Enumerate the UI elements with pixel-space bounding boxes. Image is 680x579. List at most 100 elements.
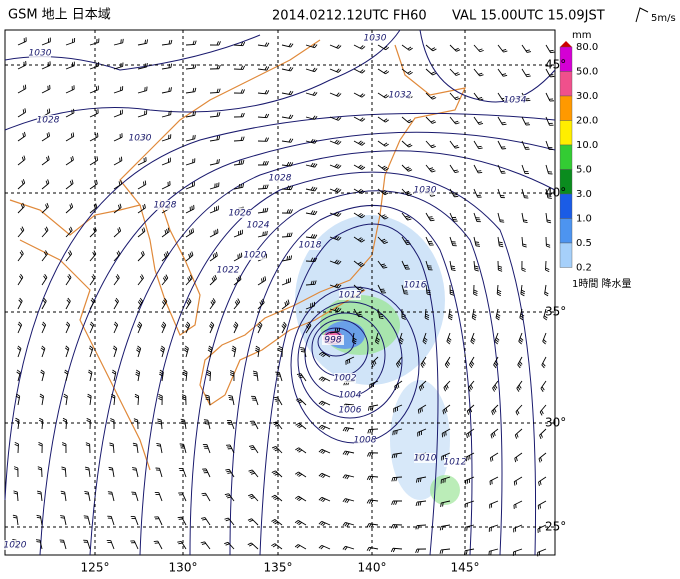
wind-barb	[266, 184, 269, 189]
wind-barb	[370, 500, 374, 505]
wind-barb	[240, 160, 243, 165]
wind-barb	[401, 116, 410, 124]
wind-barb	[419, 501, 422, 506]
wind-barb	[207, 349, 212, 353]
wind-barb	[88, 468, 91, 478]
wind-barb	[271, 494, 276, 498]
wind-barb	[494, 362, 498, 367]
wind-barb	[188, 298, 192, 302]
wind-barb	[497, 291, 502, 295]
wind-barb	[188, 253, 191, 258]
wind-barb	[346, 499, 350, 504]
wind-barb	[465, 524, 475, 528]
wind-barb	[314, 139, 318, 144]
wind-barb	[539, 504, 541, 509]
wind-barb	[137, 277, 144, 286]
wind-barb	[142, 205, 145, 210]
wind-barb	[257, 68, 267, 71]
wind-barb	[206, 444, 211, 454]
wind-barb	[120, 39, 122, 44]
wind-barb	[336, 92, 340, 96]
wind-barb	[467, 380, 475, 389]
wind-barb	[281, 140, 291, 143]
wind-barb	[514, 452, 523, 459]
wind-barb	[264, 208, 267, 213]
wind-barbs	[12, 37, 555, 557]
wind-barb	[41, 182, 50, 190]
wind-barb	[344, 475, 348, 479]
wind-barb	[17, 345, 22, 349]
colorbar-label: 10.0	[576, 140, 598, 151]
wind-barb	[312, 234, 316, 239]
wind-barb	[312, 67, 316, 72]
isobar-label: 1030	[414, 186, 437, 196]
wind-barb	[89, 183, 98, 190]
wind-barb	[417, 525, 420, 530]
wind-barb	[65, 324, 71, 334]
wind-barb	[443, 387, 446, 392]
label-bg	[404, 280, 426, 290]
wind-barb	[89, 323, 94, 327]
wind-barb	[183, 369, 188, 373]
wind-barb	[417, 548, 420, 554]
wind-barb	[493, 356, 499, 366]
wind-barb	[170, 63, 173, 68]
wind-barb	[338, 93, 342, 97]
wind-barb	[188, 230, 191, 235]
wind-barb	[111, 393, 116, 397]
wind-barb	[229, 398, 234, 401]
wind-barb	[273, 447, 278, 450]
label-bg	[244, 250, 266, 260]
wind-barb	[205, 396, 210, 399]
wind-barb	[420, 356, 427, 365]
label-bg	[414, 185, 436, 195]
wind-barb	[242, 65, 246, 70]
wind-barb	[369, 523, 379, 526]
wind-barb	[233, 323, 238, 328]
wind-barb	[472, 315, 477, 319]
wind-barb	[549, 49, 554, 52]
wind-barb	[218, 159, 220, 164]
wind-barb	[398, 332, 403, 342]
wind-barb	[255, 347, 260, 351]
wind-barb	[471, 337, 476, 341]
wind-barb	[290, 162, 294, 167]
wind-barb	[60, 490, 65, 493]
wind-barb	[157, 418, 162, 421]
wind-barb	[441, 526, 444, 531]
wind-barb	[490, 452, 499, 459]
wind-barb	[450, 265, 455, 268]
wind-barb	[137, 42, 147, 46]
wind-barb	[441, 433, 444, 438]
wind-barb	[62, 444, 67, 447]
wind-barb	[88, 369, 93, 373]
wind-barb	[118, 227, 122, 232]
wind-barb	[358, 140, 362, 144]
wind-barb	[242, 112, 245, 117]
isobar-label: 1022	[217, 266, 240, 276]
wind-barb	[517, 386, 521, 391]
wind-barb	[233, 278, 242, 286]
wind-barb	[70, 157, 73, 162]
wind-barb	[161, 301, 168, 310]
wind-barb	[233, 325, 237, 329]
wind-barb	[408, 144, 413, 148]
wind-barb	[40, 347, 45, 351]
wind-barb	[164, 230, 167, 235]
wind-barb	[184, 347, 189, 351]
wind-barb	[543, 339, 547, 343]
wind-barb	[336, 236, 340, 240]
wind-scale: 5m/s	[651, 13, 676, 24]
wind-barb	[185, 138, 195, 142]
wind-barb	[89, 230, 97, 238]
wind-barb	[137, 90, 147, 94]
wind-barb	[451, 267, 456, 270]
wind-barb	[305, 260, 316, 263]
wind-barb	[377, 260, 384, 269]
wind-barb	[368, 499, 372, 504]
wind-barb	[256, 372, 259, 382]
wind-barb	[492, 433, 495, 438]
wind-barb	[491, 456, 494, 461]
wind-barb	[42, 299, 46, 304]
wind-barb	[206, 369, 211, 373]
